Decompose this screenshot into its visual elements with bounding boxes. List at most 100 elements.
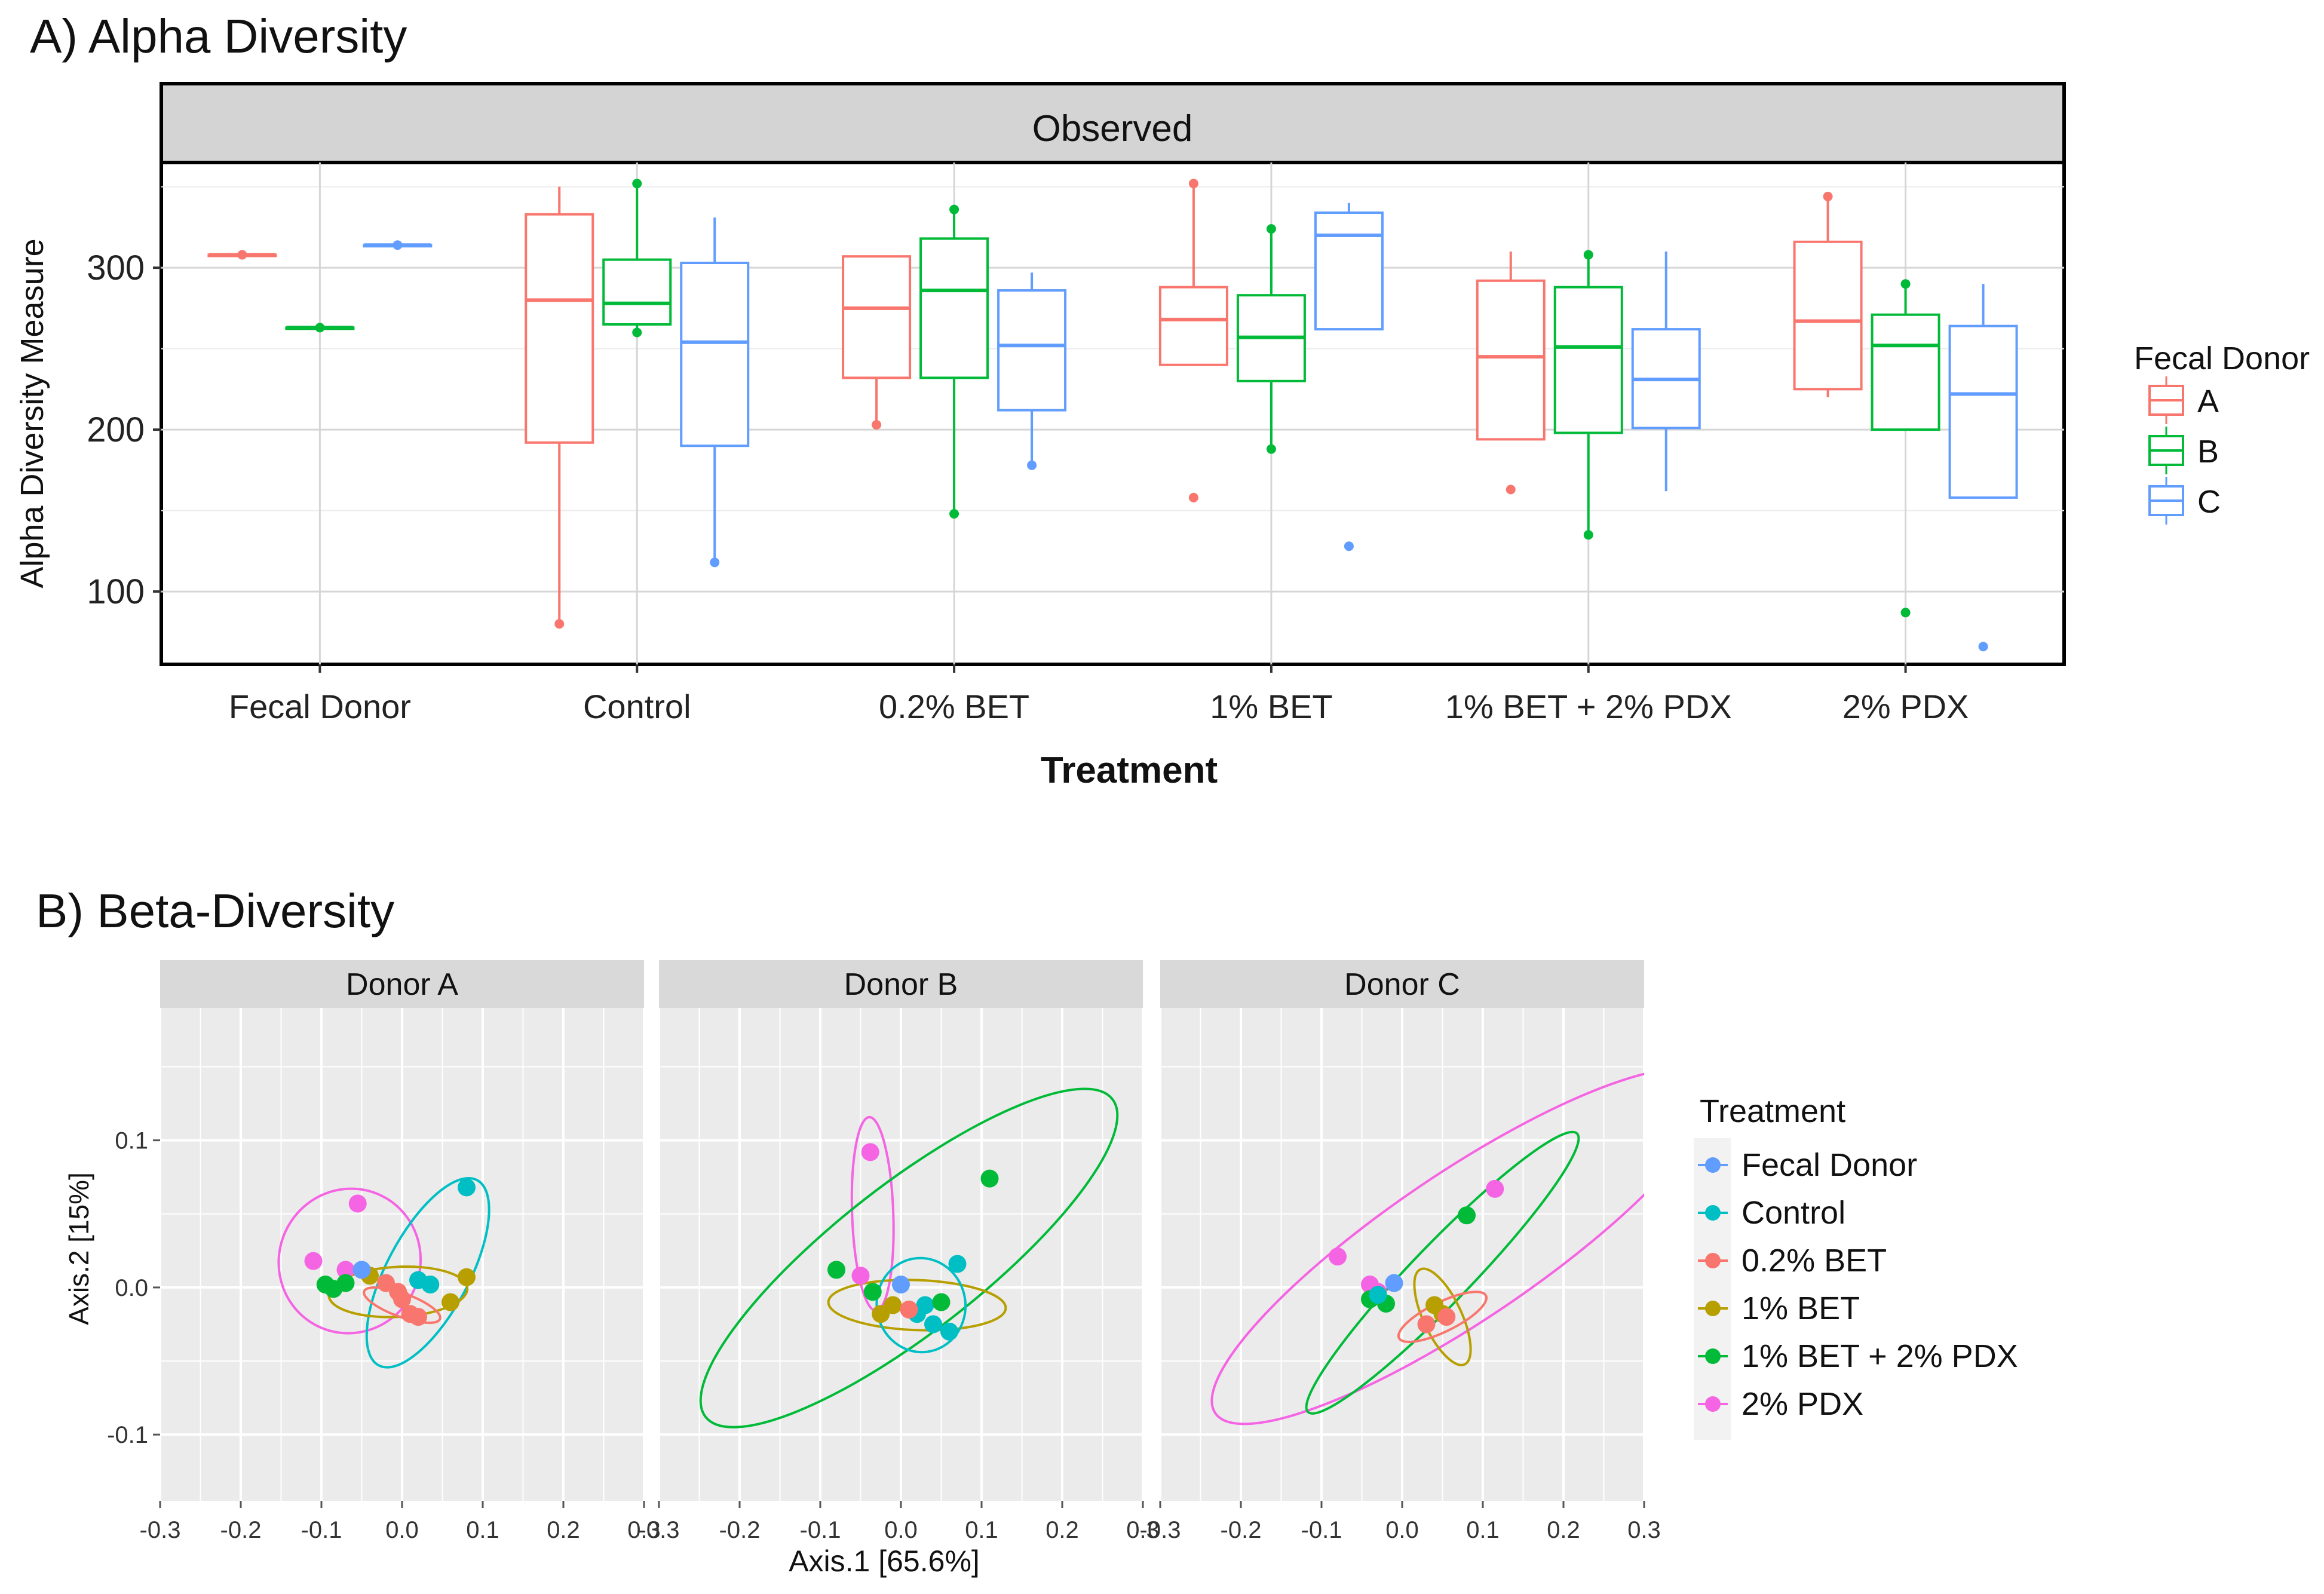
ellipse-1-bet-2-pdx: [699, 1087, 1119, 1429]
outlier-point: [1344, 541, 1354, 551]
outlier-point: [949, 509, 959, 519]
x-tick-label: 0.0: [1385, 1517, 1419, 1543]
box-c: [1948, 284, 2018, 652]
point-0-2-bet: [389, 1283, 407, 1301]
point-control: [924, 1315, 942, 1334]
facet-gridlines: [659, 1008, 1143, 1501]
treatment-legend: Treatment Fecal Donor Control 0.2% BET 1% B…: [1694, 1093, 2018, 1440]
point-2-pdx: [348, 1194, 367, 1213]
x-tick-label: -0.1: [301, 1517, 342, 1543]
box-a: [525, 186, 594, 629]
box-c: [1631, 252, 1701, 492]
strip-title: Observed: [1032, 108, 1193, 149]
legend-key-b: B: [2148, 427, 2219, 474]
x-tick-label: 0.0: [884, 1517, 918, 1543]
point-fecal-donor: [892, 1275, 910, 1293]
legend-label: 0.2% BET: [1742, 1243, 1887, 1279]
x-tick-label: -0.1: [1301, 1517, 1342, 1543]
ellipse-2-pdx: [277, 1187, 422, 1335]
beta-facets: Donor A -0.3 -0.2 -0.1 0.0 0.1 0.2 0.3 0.1 0.0 -0.…: [107, 960, 1661, 1543]
y-tick-label: 0.1: [115, 1128, 148, 1154]
box-a: [1793, 191, 1863, 397]
outlier-point: [1900, 279, 1911, 289]
legend-item: 0.2% BET: [1698, 1243, 1887, 1279]
beta-y-axis-title: Axis.2 [15%]: [63, 1172, 94, 1325]
point-1-bet-2-pdx: [932, 1293, 951, 1311]
box-c: [1314, 203, 1384, 551]
data-points: [304, 1178, 476, 1326]
ellipse-1-bet: [827, 1279, 1007, 1332]
point-0-2-bet: [1417, 1315, 1436, 1334]
x-tick-label: 0.3: [1126, 1517, 1160, 1543]
alpha-y-axis: 100 200 300: [87, 249, 161, 611]
legend-label: 1% BET + 2% PDX: [1742, 1338, 2018, 1374]
x-tick-label: 0.1: [466, 1517, 499, 1543]
box-body: [842, 255, 912, 379]
box-c: [680, 217, 750, 568]
x-tick-label: 0.3: [627, 1517, 661, 1543]
facet-gridlines: [1160, 1008, 1644, 1501]
point-control: [940, 1322, 958, 1341]
legend-item: 2% PDX: [1698, 1386, 1863, 1422]
point-fecal-donor: [352, 1261, 371, 1279]
facet-title: Donor A: [346, 967, 458, 1002]
outlier-point: [1506, 485, 1516, 495]
y-tick-label: 300: [87, 249, 145, 287]
box-body: [1948, 324, 2018, 499]
box-b: [602, 179, 672, 338]
facet-strip: [1160, 960, 1644, 1008]
x-tick-label: -0.1: [800, 1517, 841, 1543]
legend-label: C: [2197, 484, 2221, 520]
alpha-diversity-panel: A) Alpha Diversity Observed 100 200 300 Fe…: [14, 10, 2310, 791]
legend-key-a: A: [2148, 376, 2219, 424]
data-points: [1329, 1179, 1504, 1334]
box-body: [997, 289, 1067, 412]
outlier-point: [632, 327, 642, 338]
point-1-bet-2-pdx: [863, 1283, 882, 1301]
outlier-point: [949, 204, 959, 214]
x-tick-label: -0.3: [1140, 1517, 1181, 1543]
outlier-point: [315, 323, 325, 333]
point-0-2-bet: [409, 1308, 427, 1326]
box-b: [1871, 279, 1940, 618]
legend-key-point: [1705, 1348, 1721, 1364]
outlier-point: [710, 557, 720, 568]
box-body: [1553, 286, 1623, 434]
x-tick-label: Control: [583, 688, 691, 725]
facet-title: Donor B: [844, 967, 958, 1002]
point-control: [948, 1255, 967, 1273]
alpha-plot-area: [160, 161, 2066, 666]
facet-title: Donor C: [1344, 967, 1460, 1002]
legend-label: 1% BET: [1742, 1290, 1860, 1326]
x-tick-label: 0.2: [547, 1517, 580, 1543]
facet-donor-a: Donor A -0.3 -0.2 -0.1 0.0 0.1 0.2 0.3 0.1 0.0 -0.…: [107, 960, 661, 1543]
outlier-point: [1583, 250, 1593, 260]
alpha-x-axis-title: Treatment: [1041, 750, 1218, 791]
point-0-2-bet: [1437, 1308, 1456, 1326]
x-tick-label: -0.2: [1221, 1517, 1262, 1543]
box-b: [919, 204, 989, 519]
beta-x-axis-title: Axis.1 [65.6%]: [789, 1544, 980, 1578]
box-a: [1158, 179, 1228, 502]
point-2-pdx: [861, 1143, 879, 1161]
box-body: [1314, 211, 1384, 331]
x-tick-label: 0.2: [1046, 1517, 1079, 1543]
x-tick-label: -0.3: [140, 1517, 181, 1543]
box-body: [1871, 313, 1940, 431]
data-points: [827, 1143, 999, 1341]
box-body: [1793, 240, 1863, 391]
box-body: [1158, 286, 1228, 366]
outlier-point: [872, 419, 882, 430]
box-body: [602, 258, 672, 326]
outlier-point: [393, 240, 403, 250]
panel-a-label: A) Alpha Diversity: [30, 10, 407, 63]
point-1-bet: [458, 1268, 476, 1286]
x-tick-label: 0.1: [1466, 1517, 1500, 1543]
alpha-boxplots: [207, 179, 2018, 652]
box-c: [363, 240, 433, 250]
legend-label: 2% PDX: [1742, 1386, 1863, 1422]
outlier-point: [632, 179, 642, 189]
x-tick-label: Fecal Donor: [229, 688, 411, 725]
outlier-point: [1583, 530, 1593, 540]
point-2-pdx: [304, 1252, 323, 1270]
